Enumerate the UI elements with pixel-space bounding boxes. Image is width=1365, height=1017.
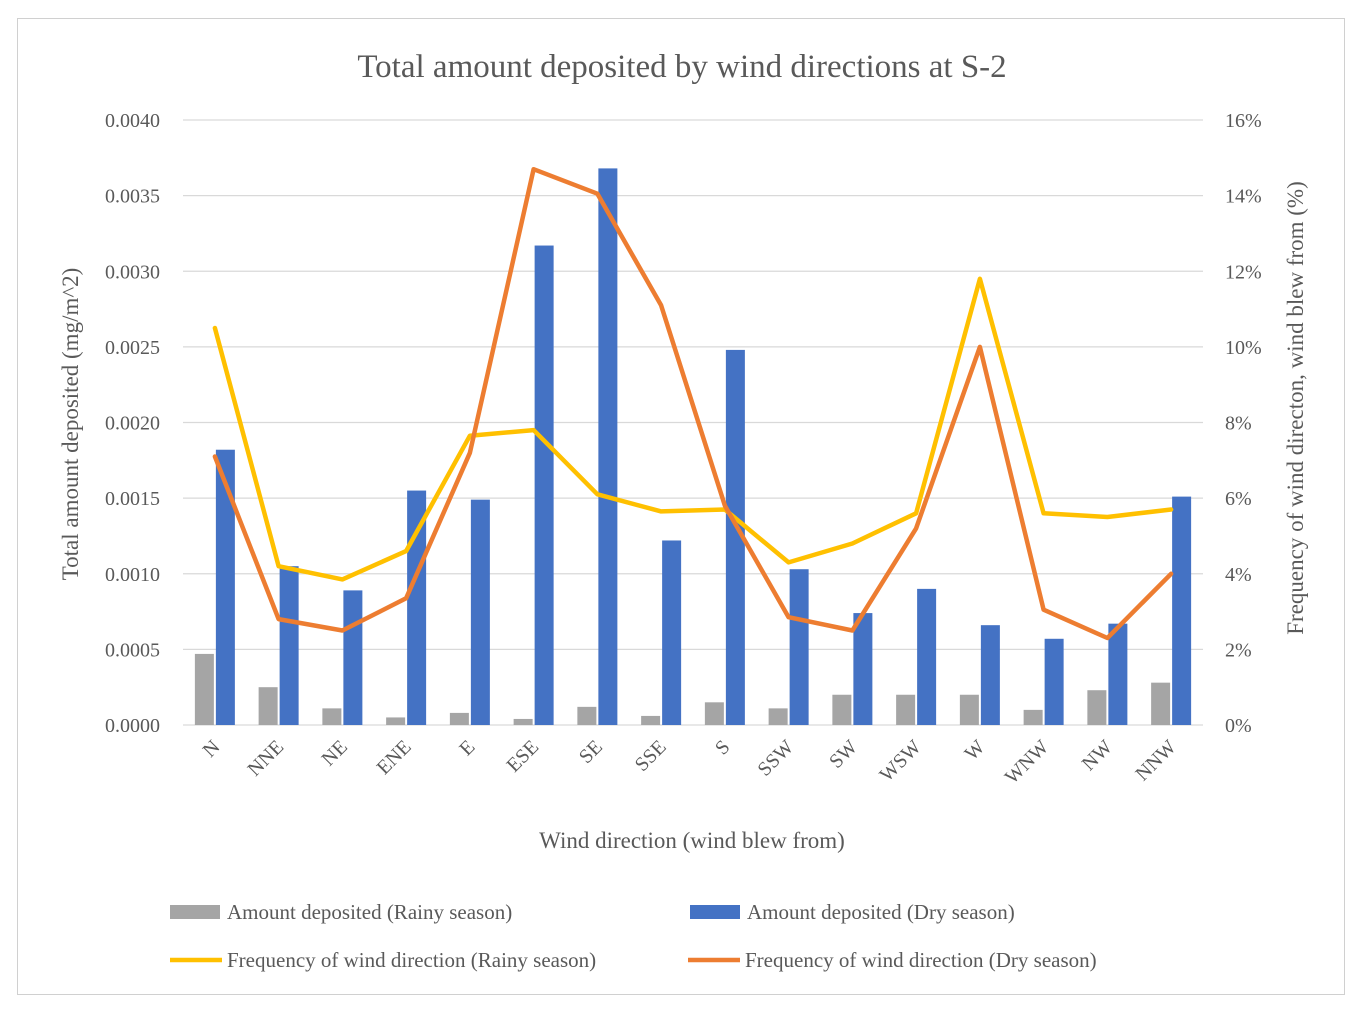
legend-label: Amount deposited (Dry season) [747,900,1015,924]
y2-tick-label: 14% [1225,186,1262,208]
y-tick-label: 0.0005 [105,639,160,661]
bar-rainy-wsw [896,694,916,725]
legend-label: Frequency of wind direction (Dry season) [745,948,1097,972]
bar-dry-ssw [789,569,809,725]
x-tick-label: SE [575,736,607,768]
bars [194,168,1192,725]
x-tick-label: N [199,736,225,762]
bar-dry-ene [407,490,427,725]
bar-rainy-w [959,694,979,725]
y2-axis-ticks: 0% 2% 4% 6% 8% 10% 12% 14% 16% [1225,110,1262,737]
legend-swatch [690,905,740,919]
legend-label: Amount deposited (Rainy season) [227,900,512,924]
line-rainy-frequency [212,276,1174,582]
lines [212,166,1174,641]
x-tick-label: SW [825,736,862,773]
chart-title: Total amount deposited by wind direction… [357,49,1006,85]
y2-tick-label: 10% [1225,337,1262,359]
bar-rainy-nne [258,687,278,725]
y2-tick-label: 2% [1225,639,1252,661]
chart-frame [17,18,1345,995]
bar-rainy-ssw [768,708,788,725]
x-tick-label: NW [1078,736,1117,775]
x-tick-label: SSE [631,736,671,776]
y2-tick-label: 4% [1225,564,1252,586]
bar-rainy-ne [322,708,342,725]
y2-tick-label: 16% [1225,110,1262,132]
bar-rainy-e [449,712,469,725]
bar-dry-nnw [1172,496,1192,725]
y-tick-label: 0.0030 [105,261,160,283]
x-axis-title: Wind direction (wind blew from) [539,828,845,853]
legend: Amount deposited (Rainy season) Amount de… [170,900,1097,972]
y-axis-title: Total amount deposited (mg/m^2) [58,268,83,581]
bar-dry-e [470,499,490,725]
y2-tick-label: 8% [1225,413,1252,435]
bar-rainy-se [577,706,597,725]
y2-tick-label: 6% [1225,488,1252,510]
line-dry-frequency [212,166,1174,641]
y2-axis-title: Frequency of wind directon, wind blew fr… [1283,181,1308,635]
x-tick-label: NNW [1131,736,1180,785]
legend-label: Frequency of wind direction (Rainy seaso… [227,948,596,972]
y2-tick-label: 0% [1225,715,1252,737]
bar-rainy-ene [386,717,406,725]
x-tick-label: WNW [1001,736,1054,789]
bar-dry-se [598,168,618,725]
x-tick-label: WSW [876,736,926,786]
y-tick-label: 0.0020 [105,413,160,435]
bar-dry-s [725,349,745,725]
bar-dry-nw [1108,623,1128,725]
x-tick-label: NE [317,736,351,770]
legend-swatch [170,905,220,919]
bar-dry-wsw [917,588,937,725]
x-tick-label: W [960,736,989,765]
gridlines [183,119,1203,726]
bar-dry-w [980,625,1000,725]
bar-dry-sse [662,540,682,725]
y2-tick-label: 12% [1225,261,1262,283]
bar-rainy-nw [1087,690,1107,725]
y-tick-label: 0.0040 [105,110,160,132]
x-tick-label: S [711,736,734,759]
x-tick-label: ESE [502,736,543,777]
y-tick-label: 0.0010 [105,564,160,586]
bar-dry-n [215,449,235,725]
bar-rainy-nnw [1151,682,1171,725]
y-axis-ticks: 0.0000 0.0005 0.0010 0.0015 0.0020 0.0025 0.00… [105,110,160,737]
y-tick-label: 0.0000 [105,715,160,737]
x-tick-label: NNE [244,736,289,781]
bar-rainy-sw [832,694,852,725]
bar-dry-sw [853,613,873,725]
x-tick-label: SSW [754,736,799,781]
bar-rainy-s [704,702,724,725]
x-tick-label: ENE [373,736,416,779]
x-axis-ticks: N NNE NE ENE E ESE SE SSE S SSW SW WSW W WNW NW NNW [199,736,1181,789]
y-tick-label: 0.0035 [105,186,160,208]
bar-rainy-wnw [1023,709,1043,725]
y-tick-label: 0.0015 [105,488,160,510]
bar-dry-ese [534,245,554,725]
x-tick-label: E [455,736,479,760]
bar-dry-wnw [1044,638,1064,725]
bar-rainy-ese [513,718,533,725]
y-tick-label: 0.0025 [105,337,160,359]
bar-dry-nne [279,566,299,725]
bar-rainy-n [194,653,214,725]
bar-rainy-sse [641,715,661,725]
bar-dry-ne [343,590,363,725]
